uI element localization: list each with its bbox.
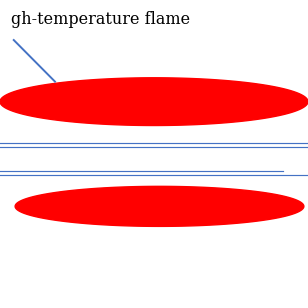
Text: gh-temperature flame: gh-temperature flame: [11, 11, 190, 28]
Polygon shape: [15, 186, 304, 226]
Polygon shape: [0, 78, 308, 125]
